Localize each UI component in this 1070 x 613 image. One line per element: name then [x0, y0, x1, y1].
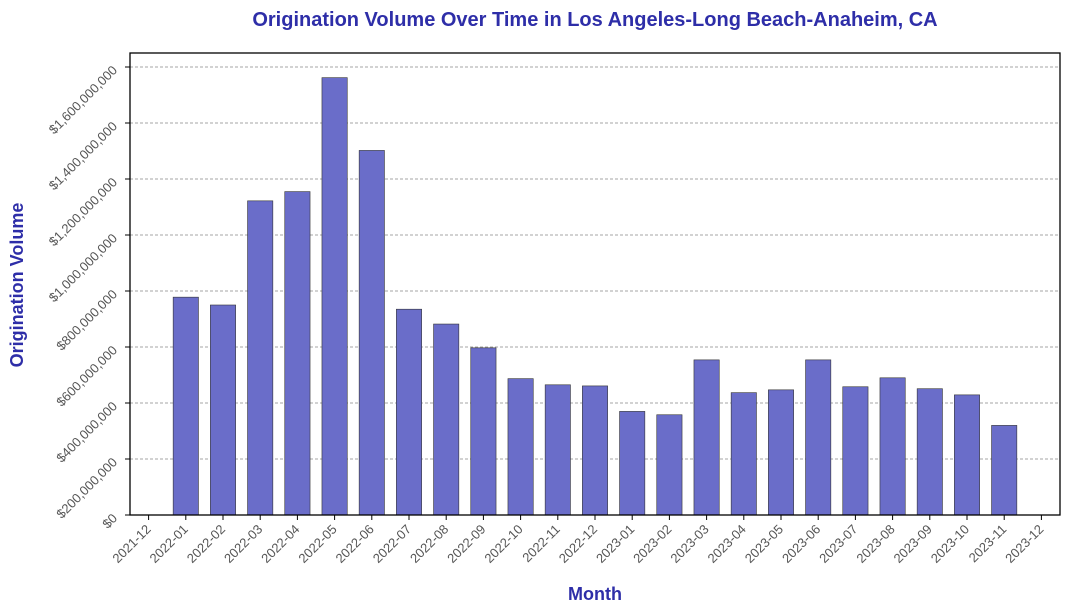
bar-2023-08: [879, 377, 906, 516]
x-tick-label: 2023-12: [1002, 522, 1046, 566]
x-tick-label: 2023-06: [779, 522, 823, 566]
bar-2023-07: [842, 386, 869, 516]
x-tick-label: 2023-09: [891, 522, 935, 566]
bar-2023-02: [656, 414, 683, 516]
bar-2023-04: [730, 392, 757, 516]
x-axis-label: Month: [568, 584, 622, 604]
x-tick-label: 2023-01: [593, 522, 637, 566]
x-axis-ticks: 2021-122022-012022-022022-032022-042022-…: [109, 515, 1047, 566]
y-axis-label: Origination Volume: [7, 203, 27, 368]
x-tick-label: 2022-11: [519, 522, 563, 566]
bar-2022-09: [470, 347, 497, 516]
x-tick-label: 2023-07: [816, 522, 860, 566]
bar-2023-05: [768, 389, 794, 516]
x-tick-label: 2022-09: [444, 522, 488, 566]
bar-2022-11: [544, 384, 571, 516]
x-tick-label: 2023-05: [742, 522, 786, 566]
bar-2022-06: [358, 150, 385, 516]
bar-2023-01: [619, 411, 646, 516]
x-tick-label: 2022-05: [295, 522, 339, 566]
x-tick-label: 2022-03: [221, 522, 265, 566]
x-tick-label: 2022-06: [333, 522, 377, 566]
x-tick-label: 2023-02: [630, 522, 674, 566]
bar-2023-03: [693, 359, 720, 516]
bar-2022-04: [284, 191, 311, 516]
bar-2022-05: [321, 77, 348, 516]
x-tick-label: 2022-08: [407, 522, 451, 566]
bar-2022-03: [247, 200, 274, 516]
bar-2022-10: [507, 378, 534, 516]
x-tick-label: 2022-07: [370, 522, 414, 566]
chart-title: Origination Volume Over Time in Los Ange…: [252, 9, 937, 31]
bar-2022-08: [433, 323, 460, 516]
x-tick-label: 2022-01: [147, 522, 191, 566]
x-tick-label: 2022-12: [556, 522, 600, 566]
x-tick-label: 2023-04: [705, 522, 749, 566]
x-tick-label: 2023-11: [966, 522, 1010, 566]
bar-2023-06: [805, 359, 832, 516]
bar-2022-12: [582, 385, 608, 516]
bar-2023-11: [991, 425, 1018, 516]
bar-2022-07: [396, 308, 422, 516]
x-tick-label: 2023-10: [928, 522, 972, 566]
bar-2022-01: [172, 296, 199, 516]
bar-2022-02: [210, 304, 236, 516]
x-tick-label: 2023-08: [853, 522, 897, 566]
x-tick-label: 2022-04: [258, 522, 302, 566]
bar-2023-10: [954, 394, 980, 516]
x-tick-label: 2021-12: [109, 522, 153, 566]
bar-2023-09: [916, 388, 943, 516]
x-tick-label: 2022-02: [184, 522, 228, 566]
y-axis-ticks: $0$200,000,000$400,000,000$600,000,000$8…: [46, 63, 130, 532]
x-tick-label: 2023-03: [667, 522, 711, 566]
x-tick-label: 2022-10: [481, 522, 525, 566]
bars-group: [172, 77, 1018, 516]
y-tick-label: $0: [99, 511, 120, 532]
